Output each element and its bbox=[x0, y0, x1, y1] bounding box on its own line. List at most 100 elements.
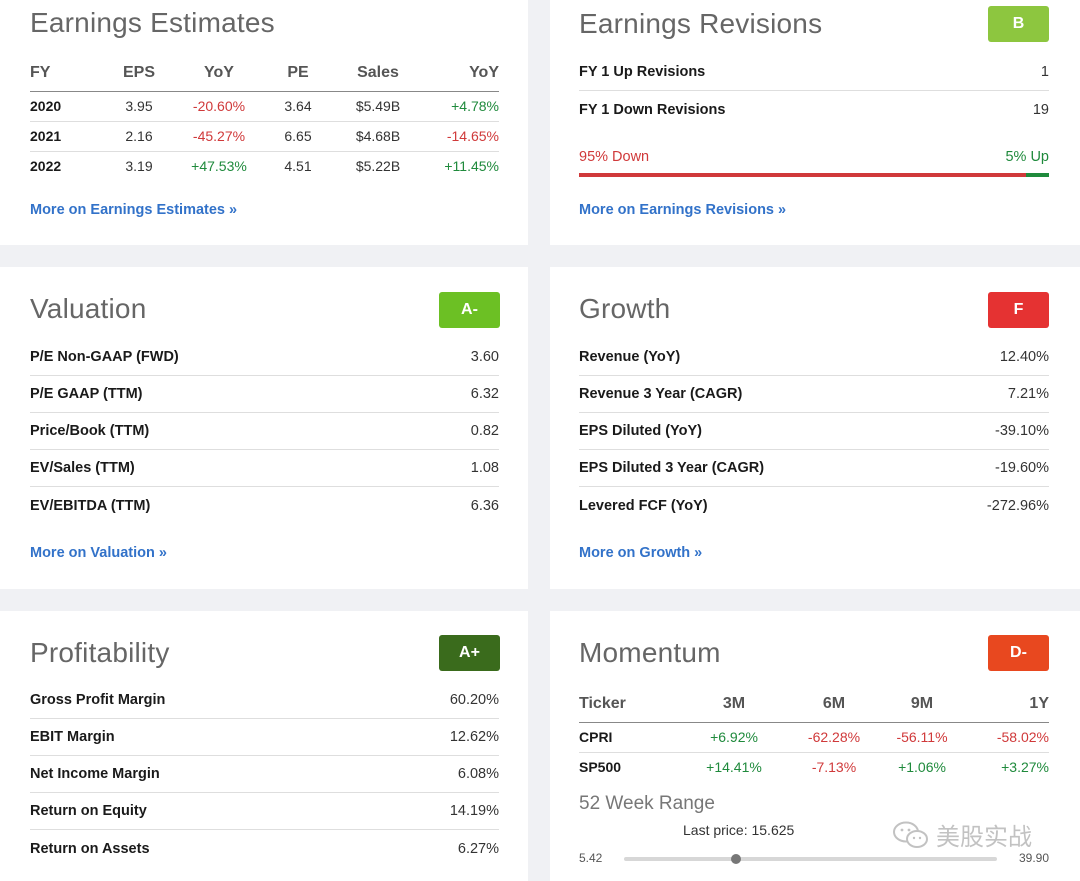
row-value: 60.20% bbox=[449, 692, 499, 708]
eps-yoy-cell: +47.53% bbox=[191, 158, 247, 175]
profitability-title: Profitability bbox=[30, 637, 170, 668]
row-value: 6.08% bbox=[457, 766, 499, 782]
profitability-row: Gross Profit Margin 60.20% bbox=[30, 682, 499, 719]
row-value: 14.19% bbox=[449, 803, 499, 819]
momentum-6m-cell: -62.28% bbox=[789, 722, 879, 753]
momentum-table: Ticker 3M 6M 9M 1Y CPRI +6.92% -62.28% -… bbox=[579, 686, 1049, 782]
growth-row: EPS Diluted (YoY) -39.10% bbox=[579, 413, 1049, 450]
momentum-3m-cell: +14.41% bbox=[706, 759, 762, 776]
more-valuation-link[interactable]: More on Valuation » bbox=[30, 545, 167, 561]
momentum-grade-badge: D- bbox=[988, 635, 1049, 671]
growth-row: Levered FCF (YoY) -272.96% bbox=[579, 487, 1049, 524]
momentum-card: Momentum D- Ticker 3M 6M 9M 1Y CPRI +6.9… bbox=[550, 611, 1080, 881]
table-header-row: FY EPS YoY PE Sales YoY bbox=[30, 55, 499, 92]
ticker-cell: SP500 bbox=[579, 759, 622, 776]
profitability-row: Return on Equity 14.19% bbox=[30, 793, 499, 830]
eps-cell: 3.95 bbox=[94, 91, 184, 122]
eps-yoy-cell: -45.27% bbox=[184, 121, 254, 152]
row-value: 7.21% bbox=[1007, 386, 1049, 402]
column-header-ticker: Ticker bbox=[579, 686, 679, 723]
range-high-label: 39.90 bbox=[1018, 851, 1049, 865]
more-earnings-estimates-link[interactable]: More on Earnings Estimates » bbox=[30, 202, 238, 218]
ticker-cell: CPRI bbox=[579, 722, 679, 753]
pe-cell: 4.51 bbox=[284, 158, 312, 175]
earnings-revisions-title: Earnings Revisions bbox=[579, 8, 823, 39]
eps-cell: 3.19 bbox=[125, 158, 153, 175]
valuation-title: Valuation bbox=[30, 293, 147, 324]
more-earnings-revisions-link[interactable]: More on Earnings Revisions » bbox=[579, 202, 787, 218]
row-label: FY 1 Up Revisions bbox=[579, 64, 706, 80]
row-value: 6.32 bbox=[470, 386, 499, 402]
row-value: 3.60 bbox=[470, 349, 499, 365]
column-header-pe: PE bbox=[254, 55, 342, 92]
profitability-card: Profitability A+ Gross Profit Margin 60.… bbox=[0, 611, 528, 881]
earnings-estimates-title: Earnings Estimates bbox=[30, 7, 275, 38]
row-label: P/E GAAP (TTM) bbox=[30, 386, 143, 402]
earnings-revisions-grade-badge: B bbox=[988, 6, 1049, 42]
valuation-row: EV/EBITDA (TTM) 6.36 bbox=[30, 487, 499, 524]
valuation-row: P/E GAAP (TTM) 6.32 bbox=[30, 376, 499, 413]
earnings-estimates-table: FY EPS YoY PE Sales YoY 2020 3.95 -20.60… bbox=[30, 55, 499, 181]
row-label: Return on Equity bbox=[30, 803, 147, 819]
up-percent-label: 5% Up bbox=[1005, 149, 1049, 165]
row-label: P/E Non-GAAP (FWD) bbox=[30, 349, 179, 365]
last-price-label: Last price: 15.625 bbox=[683, 822, 795, 838]
row-label: Revenue (YoY) bbox=[579, 349, 681, 365]
row-label: Gross Profit Margin bbox=[30, 692, 166, 708]
eps-yoy-cell: -20.60% bbox=[184, 91, 254, 122]
table-row: CPRI +6.92% -62.28% -56.11% -58.02% bbox=[579, 722, 1049, 753]
valuation-card: Valuation A- P/E Non-GAAP (FWD) 3.60 P/E… bbox=[0, 267, 528, 589]
table-row: SP500 +14.41% -7.13% +1.06% +3.27% bbox=[579, 752, 1049, 782]
growth-card: Growth F Revenue (YoY) 12.40% Revenue 3 … bbox=[550, 267, 1080, 589]
fy-cell: 2021 bbox=[30, 121, 94, 152]
week-range-title: 52 Week Range bbox=[579, 793, 715, 814]
watermark-text: 美股实战 bbox=[936, 823, 1032, 851]
row-value: 0.82 bbox=[470, 423, 499, 439]
momentum-1y-cell: -58.02% bbox=[965, 722, 1049, 753]
momentum-1y-cell: +3.27% bbox=[1001, 759, 1049, 776]
momentum-9m-cell: +1.06% bbox=[898, 759, 946, 776]
sales-cell: $5.49B bbox=[342, 91, 414, 122]
row-label: EV/EBITDA (TTM) bbox=[30, 497, 151, 514]
row-label: Levered FCF (YoY) bbox=[579, 497, 708, 514]
row-label: EV/Sales (TTM) bbox=[30, 460, 135, 476]
row-label: Return on Assets bbox=[30, 840, 150, 857]
eps-cell: 2.16 bbox=[94, 121, 184, 152]
row-label: EPS Diluted (YoY) bbox=[579, 423, 702, 439]
sales-cell: $5.22B bbox=[355, 158, 401, 175]
row-label: Revenue 3 Year (CAGR) bbox=[579, 386, 743, 402]
range-low-label: 5.42 bbox=[579, 851, 603, 865]
row-value: 1 bbox=[1040, 64, 1049, 80]
wechat-icon bbox=[892, 821, 930, 849]
down-percent-label: 95% Down bbox=[579, 149, 650, 165]
valuation-row: EV/Sales (TTM) 1.08 bbox=[30, 450, 499, 487]
column-header-6m: 6M bbox=[789, 686, 879, 723]
sales-cell: $4.68B bbox=[342, 121, 414, 152]
row-value: 12.62% bbox=[449, 729, 499, 745]
momentum-3m-cell: +6.92% bbox=[679, 722, 789, 753]
valuation-row: Price/Book (TTM) 0.82 bbox=[30, 413, 499, 450]
row-label: Net Income Margin bbox=[30, 766, 160, 782]
more-growth-link[interactable]: More on Growth » bbox=[579, 545, 703, 561]
range-price-marker bbox=[730, 854, 741, 864]
column-header-yoy: YoY bbox=[184, 55, 254, 92]
row-value: 12.40% bbox=[999, 349, 1049, 365]
column-header-3m: 3M bbox=[679, 686, 789, 723]
table-row: 2021 2.16 -45.27% 6.65 $4.68B -14.65% bbox=[30, 121, 499, 152]
row-value: 6.27% bbox=[457, 840, 499, 857]
fy-cell: 2020 bbox=[30, 91, 94, 122]
column-header-sales: Sales bbox=[342, 55, 414, 92]
valuation-grade-badge: A- bbox=[439, 292, 500, 328]
watermark: 美股实战 bbox=[892, 817, 1032, 852]
growth-row: Revenue 3 Year (CAGR) 7.21% bbox=[579, 376, 1049, 413]
row-value: 1.08 bbox=[470, 460, 499, 476]
profitability-row: Net Income Margin 6.08% bbox=[30, 756, 499, 793]
row-value: -272.96% bbox=[986, 497, 1049, 514]
pe-cell: 6.65 bbox=[254, 121, 342, 152]
revisions-ratio-bar bbox=[579, 173, 1049, 177]
row-label: EPS Diluted 3 Year (CAGR) bbox=[579, 460, 765, 476]
up-revisions-row: FY 1 Up Revisions 1 bbox=[579, 54, 1049, 91]
profitability-row: EBIT Margin 12.62% bbox=[30, 719, 499, 756]
column-header-1y: 1Y bbox=[965, 686, 1049, 723]
row-value: -39.10% bbox=[994, 423, 1049, 439]
